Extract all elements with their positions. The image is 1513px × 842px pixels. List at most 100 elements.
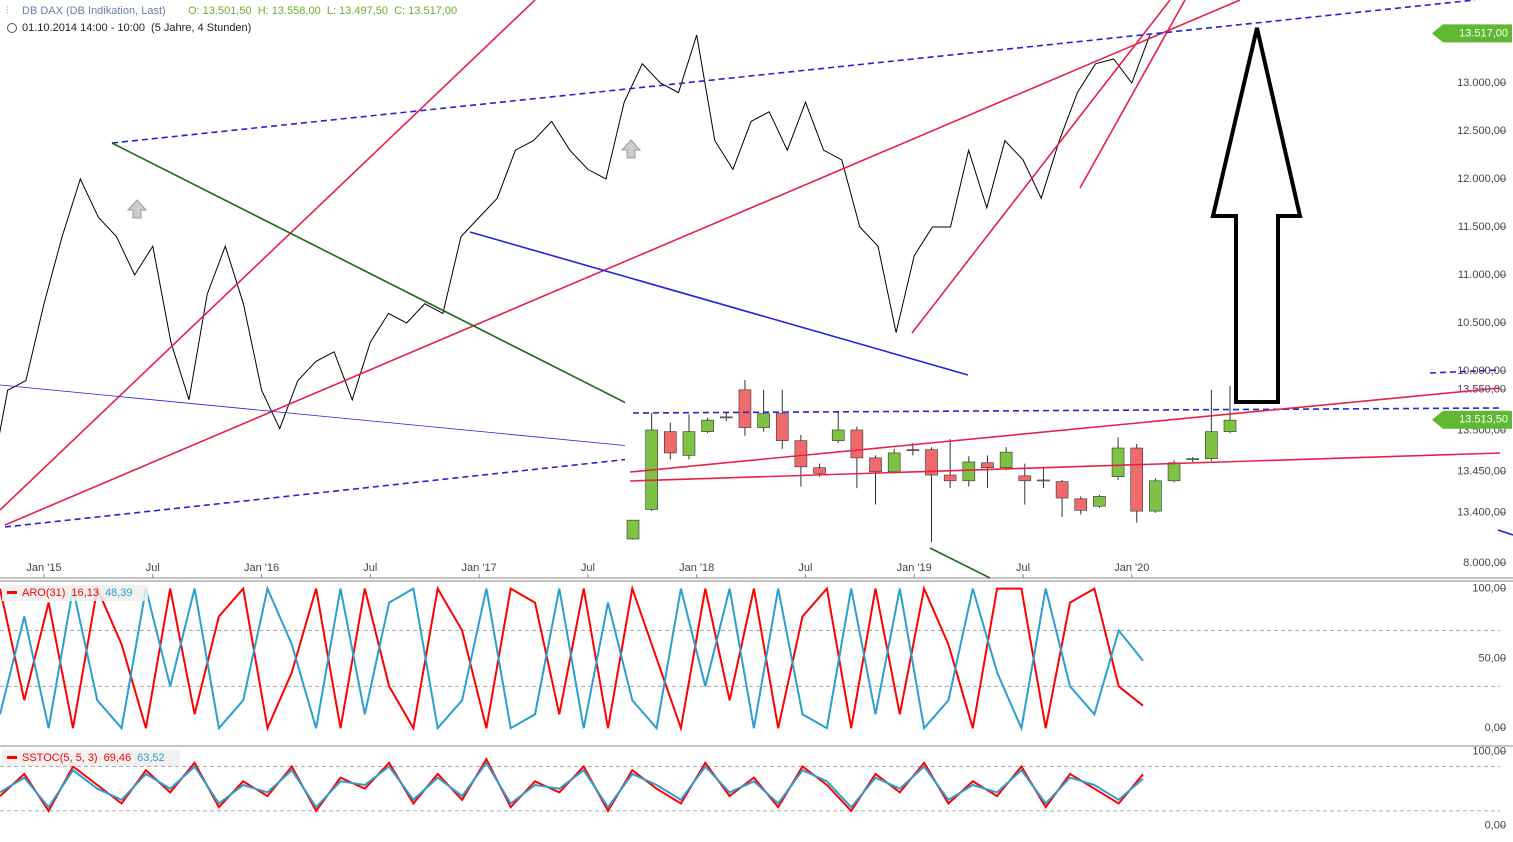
candle-body (1074, 498, 1088, 511)
trend-line (4, 0, 1241, 526)
subtitle: 01.10.2014 14:00 - 10:00 (5 Jahre, 4 Stu… (22, 22, 251, 34)
y-tick-label: 8.000,00 (1463, 557, 1506, 569)
y-tick-label: 0,00 (1485, 722, 1506, 734)
x-tick-label: Jan '18 (679, 562, 714, 574)
candle-body (794, 440, 808, 468)
x-tick-label: Jan '17 (462, 562, 497, 574)
x-tick-label: Jan '19 (897, 562, 932, 574)
y-tick-label: 100,00 (1472, 746, 1506, 758)
y-tick-label: 13.000,00 (1457, 77, 1506, 89)
candle-body (887, 452, 901, 473)
candle-body (1223, 419, 1237, 432)
last-price-label-box (1432, 24, 1512, 43)
legend-box (2, 585, 148, 601)
candle-body (925, 449, 938, 476)
candle-body (682, 431, 696, 456)
legend-value: 69,46 (104, 752, 132, 764)
trend-line (469, 231, 969, 376)
trend-line (1429, 369, 1501, 374)
quote: O: 13.501,50 H: 13.558,00 L: 13.497,50 C… (188, 5, 457, 17)
candle-body (626, 519, 640, 540)
legend-value: 48,39 (105, 587, 133, 599)
candle-body (1130, 447, 1144, 512)
candle-body (850, 429, 864, 459)
trend-line (1079, 0, 1186, 189)
trend-line (629, 387, 1501, 473)
legend-swatch (7, 591, 17, 594)
trend-line (111, 0, 1476, 144)
candle-body (1093, 496, 1106, 507)
price-line (0, 34, 1151, 434)
indicator-line (0, 584, 1144, 733)
candle-body (1149, 480, 1162, 512)
inset-background (625, 377, 1513, 549)
trend-line (0, 384, 631, 447)
candle-body (1111, 447, 1125, 478)
big-arrow (1210, 27, 1303, 404)
x-tick-label: Jul (146, 562, 160, 574)
candle-body (869, 457, 882, 473)
legend-value: 16,13 (71, 587, 99, 599)
candle-body (906, 449, 920, 451)
indicator-line (0, 585, 1144, 732)
y-tick-label: 12.500,00 (1457, 125, 1506, 137)
candle-body (1055, 481, 1069, 499)
trend-line (911, 0, 1171, 334)
candle-body (1205, 431, 1218, 459)
x-tick-label: Jul (581, 562, 595, 574)
y-tick-label: 50,00 (1478, 652, 1506, 664)
y-tick-label: 100,00 (1472, 582, 1506, 594)
candle-body (999, 451, 1013, 468)
trend-line (0, 0, 536, 511)
x-tick-label: Jul (363, 562, 377, 574)
inset-panel: 13.400,0013.450,0013.500,0013.550,0013.5… (625, 377, 1513, 549)
legend-swatch (7, 756, 17, 759)
candle-body (943, 474, 957, 482)
candle-body (813, 467, 826, 474)
trend-line (4, 458, 631, 528)
candle-body (831, 429, 845, 441)
inset-trend-lines (629, 27, 1513, 579)
x-tick-label: Jan '20 (1114, 562, 1149, 574)
y-tick-label: 13.450,00 (1457, 466, 1506, 478)
header: ⫶ DB DAX (DB Indikation, Last) O: 13.501… (6, 5, 457, 34)
x-tick-label: Jul (798, 562, 812, 574)
trend-line (632, 407, 1501, 414)
indicator-label: ARO(31) (22, 587, 65, 599)
candle-body (1186, 458, 1199, 460)
legend-value: 63,52 (137, 752, 165, 764)
candle-body (719, 416, 733, 419)
candle-body (664, 431, 677, 454)
candle-body (738, 389, 752, 428)
indicator-panels: 0,00 50,00 100,00 ARO(31) 16,13 48,39 0,00 100,… (0, 580, 1513, 832)
trend-line (1497, 529, 1513, 536)
candle-body (775, 413, 789, 441)
candle-body (962, 461, 976, 482)
trend-line (929, 547, 991, 579)
clock-icon (7, 23, 17, 33)
inset-last-price-label: 13.513,50 (1459, 414, 1508, 426)
candle-body (1167, 462, 1181, 482)
candle-body (701, 419, 714, 432)
legend-box (2, 750, 180, 766)
trend-line (111, 142, 631, 406)
signal-arrow (126, 199, 148, 219)
chart-title: DB DAX (DB Indikation, Last) (22, 5, 166, 17)
y-tick-label: 11.500,00 (1458, 221, 1506, 233)
y-tick-label: 10.500,00 (1457, 317, 1506, 329)
y-tick-label: 12.000,00 (1457, 173, 1506, 185)
main-panel: 8.000,0010.000,0010.500,0011.000,0011.50… (0, 24, 1513, 579)
inset-last-price-label-box (1432, 410, 1512, 429)
y-tick-label: 11.000,00 (1458, 269, 1506, 281)
signal-arrow (620, 139, 642, 159)
y-tick-label: 0,00 (1485, 820, 1506, 832)
candle-body (981, 462, 994, 468)
last-price-label: 13.517,00 (1459, 27, 1508, 39)
y-tick-label: 13.400,00 (1457, 507, 1506, 519)
x-tick-label: Jan '16 (244, 562, 279, 574)
candle-body (757, 413, 770, 428)
candle-body (1037, 479, 1050, 482)
indicator-label: SSTOC(5, 5, 3) (22, 752, 98, 764)
x-tick-label: Jan '15 (26, 562, 61, 574)
